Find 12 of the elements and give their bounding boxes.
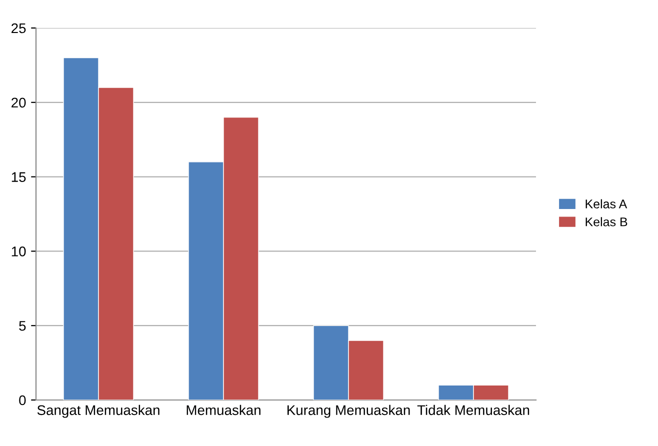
- y-tick-label: 25: [12, 23, 26, 34]
- y-tick-label: 5: [19, 321, 26, 331]
- legend-label: Kelas A: [586, 199, 628, 208]
- y-tick-label: 20: [12, 98, 26, 108]
- x-tick-label: Tidak Memuaskan: [417, 404, 530, 416]
- y-tick-label: 10: [12, 246, 26, 256]
- x-tick-label: Kurang Memuaskan: [287, 404, 410, 418]
- x-tick-label: Sangat Memuaskan: [37, 404, 160, 418]
- x-tick-label: Memuaskan: [186, 404, 260, 416]
- y-tick-label: 0: [19, 395, 26, 406]
- legend-label: Kelas B: [586, 217, 628, 226]
- y-tick-label: 15: [12, 172, 26, 182]
